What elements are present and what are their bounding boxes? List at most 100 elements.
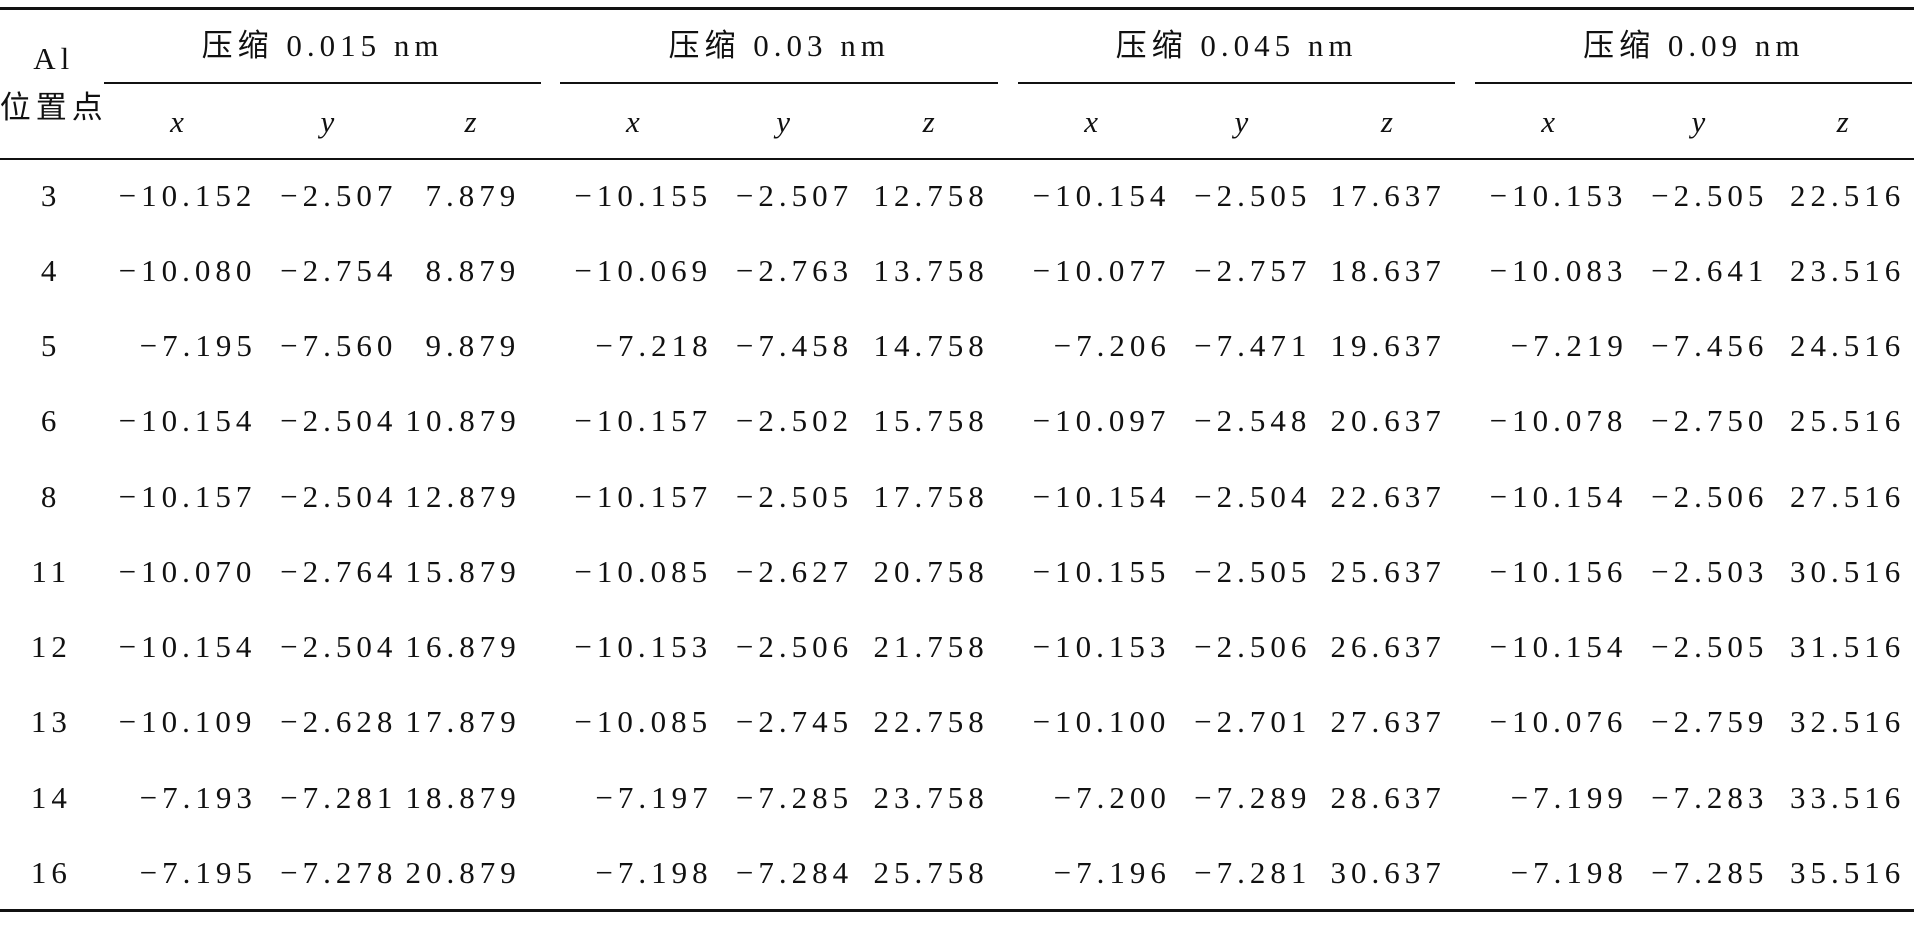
cell-value: 31.516 [1790, 629, 1906, 665]
cell-value: 20.637 [1330, 403, 1446, 439]
cell-value: −2.503 [1651, 553, 1769, 589]
cell-value: 30.516 [1790, 553, 1906, 589]
axis-header: z [1836, 104, 1849, 140]
cell-value: 30.637 [1330, 854, 1446, 890]
axis-header: x [625, 104, 640, 140]
cell-value: −2.505 [1194, 553, 1312, 589]
cell-value: −10.154 [1032, 478, 1171, 514]
group-header: 压缩 0.03 nm [668, 28, 890, 64]
cell-value: −2.505 [1651, 177, 1769, 213]
cell-value: 15.879 [405, 553, 521, 589]
cell-value: −10.154 [118, 403, 257, 439]
cell-value: −2.506 [1651, 478, 1769, 514]
cell-value: −7.193 [139, 779, 257, 815]
cell-value: 23.758 [873, 779, 989, 815]
cell-value: −10.153 [574, 629, 713, 665]
cell-value: −10.153 [1489, 177, 1628, 213]
cell-value: 23.516 [1790, 252, 1906, 288]
cell-value: 32.516 [1790, 704, 1906, 740]
row-label: 16 [30, 854, 72, 890]
cell-value: −10.155 [574, 177, 713, 213]
cell-value: 16.879 [405, 629, 521, 665]
cell-value: −10.070 [118, 553, 257, 589]
row-label: 6 [40, 403, 62, 439]
axis-header: y [776, 104, 791, 140]
axis-header: z [464, 104, 477, 140]
header-rule [0, 157, 1914, 160]
cell-value: −7.195 [139, 328, 257, 364]
cell-value: −10.078 [1489, 403, 1628, 439]
cell-value: 21.758 [873, 629, 989, 665]
axis-header: x [1541, 104, 1555, 140]
cell-value: 12.758 [873, 177, 989, 213]
cell-value: −2.701 [1194, 704, 1312, 740]
cell-value: −7.196 [1053, 854, 1171, 890]
cell-value: −10.109 [118, 704, 257, 740]
row-label: 5 [40, 328, 62, 364]
group-header: 压缩 0.015 nm [201, 28, 444, 64]
cell-value: −10.154 [118, 629, 257, 665]
cell-value: −10.097 [1032, 403, 1171, 439]
cell-value: −2.764 [280, 553, 398, 589]
cell-value: −7.198 [1510, 854, 1628, 890]
cell-value: −7.456 [1651, 328, 1769, 364]
row-header: Al [33, 40, 75, 76]
cell-value: −7.218 [595, 328, 713, 364]
cell-value: 12.879 [405, 478, 521, 514]
cell-value: −10.085 [574, 553, 713, 589]
cell-value: −10.152 [118, 177, 257, 213]
cell-value: 18.879 [405, 779, 521, 815]
cell-value: 24.516 [1790, 328, 1906, 364]
axis-header: z [922, 104, 935, 140]
cell-value: −2.745 [735, 704, 854, 740]
cell-value: 9.879 [425, 328, 521, 364]
group-rule [1017, 82, 1456, 85]
cell-value: −10.085 [574, 704, 713, 740]
cell-value: 27.516 [1790, 478, 1906, 514]
group-rule [103, 82, 542, 85]
cell-value: −2.641 [1651, 252, 1769, 288]
cell-value: −2.507 [280, 177, 398, 213]
cell-value: −7.197 [595, 779, 713, 815]
group-rule [1474, 82, 1913, 85]
cell-value: −7.284 [735, 854, 854, 890]
cell-value: 17.758 [873, 478, 989, 514]
cell-value: −2.506 [735, 629, 854, 665]
cell-value: −10.157 [118, 478, 257, 514]
row-label: 8 [40, 478, 62, 514]
cell-value: −2.505 [1194, 177, 1312, 213]
cell-value: −10.157 [574, 403, 713, 439]
axis-header: y [1691, 104, 1706, 140]
cell-value: −10.077 [1032, 252, 1171, 288]
row-label: 13 [30, 704, 72, 740]
cell-value: −10.080 [118, 252, 257, 288]
cell-value: −7.198 [595, 854, 713, 890]
cell-value: 22.516 [1790, 177, 1906, 213]
cell-value: −7.560 [280, 328, 398, 364]
cell-value: −10.154 [1489, 478, 1628, 514]
row-header: 位置点 [0, 89, 108, 125]
cell-value: −2.504 [280, 478, 398, 514]
cell-value: −2.505 [1651, 629, 1769, 665]
group-header: 压缩 0.045 nm [1115, 28, 1358, 64]
cell-value: −2.759 [1651, 704, 1769, 740]
cell-value: 22.637 [1330, 478, 1446, 514]
cell-value: 15.758 [873, 403, 989, 439]
cell-value: −2.754 [280, 252, 398, 288]
cell-value: 19.637 [1330, 328, 1446, 364]
axis-header: y [1234, 104, 1249, 140]
cell-value: 28.637 [1330, 779, 1446, 815]
cell-value: −2.504 [1194, 478, 1312, 514]
cell-value: 17.637 [1330, 177, 1446, 213]
cell-value: −7.285 [735, 779, 854, 815]
cell-value: 26.637 [1330, 629, 1446, 665]
cell-value: −10.157 [574, 478, 713, 514]
cell-value: 14.758 [873, 328, 989, 364]
cell-value: 27.637 [1330, 704, 1446, 740]
cell-value: −7.200 [1053, 779, 1171, 815]
cell-value: 7.879 [425, 177, 521, 213]
axis-header: y [320, 104, 335, 140]
cell-value: −10.154 [1489, 629, 1628, 665]
cell-value: −2.506 [1194, 629, 1312, 665]
